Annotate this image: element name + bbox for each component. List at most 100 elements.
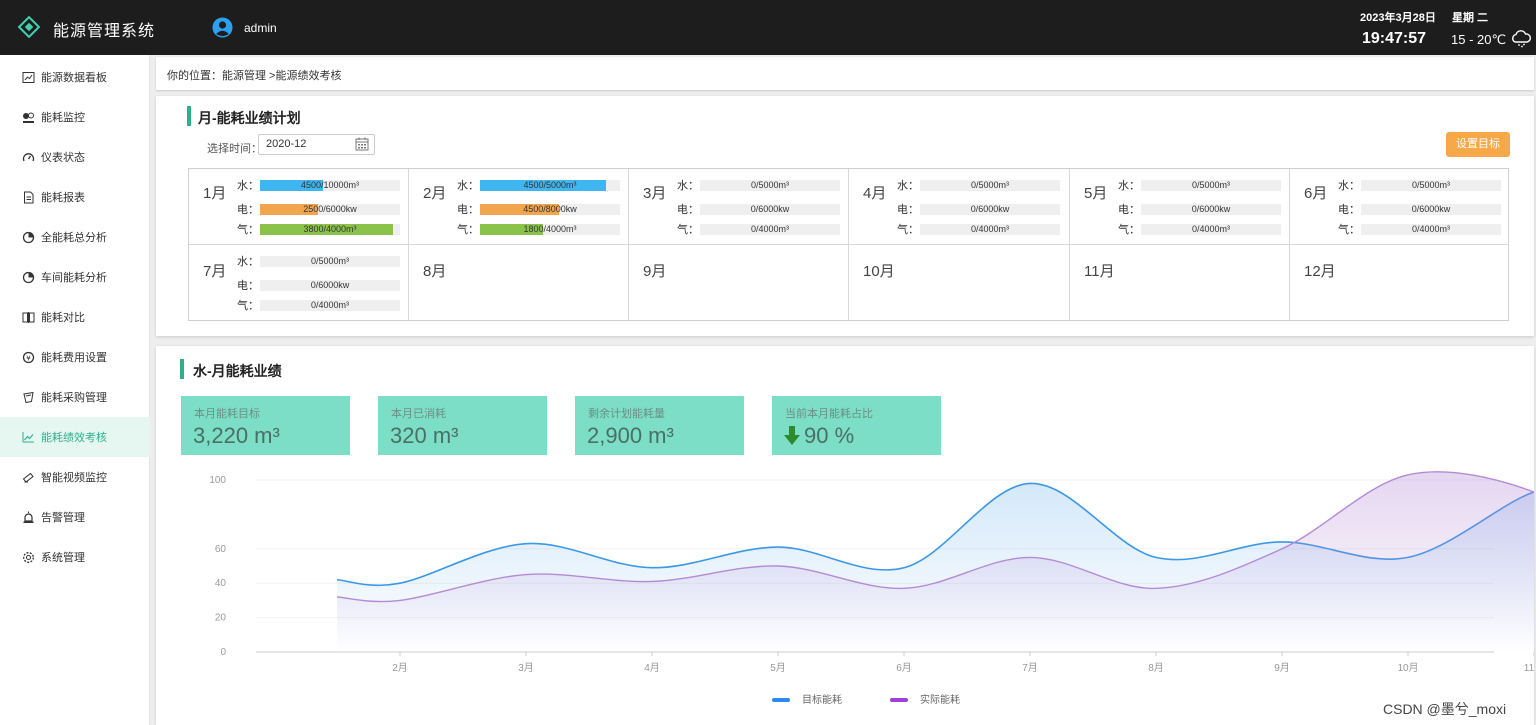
progress-value: 0/4000m³ bbox=[1411, 224, 1451, 234]
sidebar-item-label: 能耗采购管理 bbox=[41, 392, 107, 404]
sidebar-item-3[interactable]: 能耗报表 bbox=[0, 177, 150, 217]
kpi-label: 本月能耗目标 bbox=[194, 408, 260, 420]
progress-value: 0/5000m³ bbox=[970, 180, 1010, 190]
sidebar-item-10[interactable]: 智能视频监控 bbox=[0, 457, 150, 497]
alarm-icon bbox=[23, 511, 34, 523]
progress-value: 0/6000kw bbox=[1411, 204, 1451, 214]
logo-icon bbox=[18, 16, 40, 38]
plan-row-power: 电： 0/6000kw bbox=[237, 280, 403, 292]
gauge-icon bbox=[22, 152, 35, 161]
progress-value: 0/5000m³ bbox=[1411, 180, 1451, 190]
sidebar-item-label: 告警管理 bbox=[41, 512, 85, 524]
month-cell: 7月 水： 0/5000m³ 电： 0/6000kw 气： 0/4000m³ bbox=[189, 245, 409, 320]
progress-bar: 0/5000m³ bbox=[920, 180, 1060, 191]
sidebar-item-5[interactable]: 车间能耗分析 bbox=[0, 257, 150, 297]
purchase-icon bbox=[23, 391, 34, 403]
series-line bbox=[336, 471, 1534, 603]
month-plan-grid: 1月 水： 4500/10000m³ 电： 2500/6000kw 气： 3800/4000… bbox=[188, 168, 1509, 321]
pie-icon bbox=[22, 271, 35, 283]
x-tick-label: 3月 bbox=[518, 662, 534, 674]
series-area bbox=[337, 471, 1534, 652]
plan-key-gas: 气： bbox=[1338, 224, 1360, 236]
monthly-performance-panel: 水-月能耗业绩 本月能耗目标 3,220 m³ 本月已消耗 320 m³ 剩余计划能耗量… bbox=[156, 346, 1534, 725]
month-label: 6月 bbox=[1304, 185, 1328, 202]
month-cell: 5月 水： 0/5000m³ 电： 0/6000kw 气： 0/4000m³ bbox=[1070, 169, 1290, 245]
rain-cloud-icon bbox=[1512, 30, 1531, 48]
progress-bar: 0/4000m³ bbox=[700, 224, 840, 235]
plan-key-gas: 气： bbox=[677, 224, 699, 236]
sidebar-item-7[interactable]: ¥ 能耗费用设置 bbox=[0, 337, 150, 377]
plan-row-gas: 气： 0/4000m³ bbox=[677, 224, 843, 236]
progress-value: 0/4000m³ bbox=[310, 300, 350, 310]
calendar-icon[interactable] bbox=[355, 137, 369, 151]
progress-bar: 0/5000m³ bbox=[1141, 180, 1281, 191]
current-time: 19:47:57 bbox=[1362, 30, 1427, 47]
kpi-card: 本月能耗目标 3,220 m³ bbox=[181, 396, 350, 455]
plan-key-gas: 气： bbox=[1118, 224, 1140, 236]
section-accent-bar bbox=[180, 359, 184, 379]
kpi-label: 当前本月能耗占比 bbox=[785, 408, 873, 420]
sidebar-item-6[interactable]: 能耗对比 bbox=[0, 297, 150, 337]
sidebar-item-12[interactable]: 系统管理 bbox=[0, 537, 150, 577]
current-date: 2023年3月28日 bbox=[1360, 12, 1436, 24]
sidebar: 能源数据看板 能耗监控 仪表状态 能耗报表 全能耗总分析车间能耗分析能耗对比 ¥ 能耗费用设… bbox=[0, 55, 150, 725]
plan-key-water: 水： bbox=[237, 256, 259, 268]
progress-value: 1800/4000m³ bbox=[523, 224, 577, 234]
progress-value: 2500/6000kw bbox=[303, 204, 357, 214]
progress-fill bbox=[260, 204, 319, 215]
progress-bar: 4500/10000m³ bbox=[260, 180, 400, 191]
plan-row-water: 水： 0/5000m³ bbox=[237, 256, 403, 268]
current-weekday: 星期 二 bbox=[1452, 12, 1489, 24]
report-icon bbox=[24, 191, 34, 203]
progress-fill bbox=[260, 224, 393, 235]
username[interactable]: admin bbox=[244, 21, 277, 35]
sidebar-item-2[interactable]: 仪表状态 bbox=[0, 137, 150, 177]
sidebar-item-11[interactable]: 告警管理 bbox=[0, 497, 150, 537]
kpi-value: 320 m³ bbox=[390, 423, 458, 449]
month-cell: 6月 水： 0/5000m³ 电： 0/6000kw 气： 0/4000m³ bbox=[1290, 169, 1509, 245]
month-label: 8月 bbox=[423, 263, 447, 280]
plan-row-water: 水： 0/5000m³ bbox=[897, 180, 1063, 192]
month-picker-input[interactable]: 2020-12 bbox=[258, 134, 375, 155]
kpi-value-text: 90 % bbox=[804, 423, 855, 448]
sidebar-item-0[interactable]: 能源数据看板 bbox=[0, 57, 150, 97]
compare-icon bbox=[22, 311, 35, 323]
set-target-button[interactable]: 设置目标 bbox=[1446, 132, 1510, 157]
month-cell: 11月 bbox=[1070, 245, 1290, 320]
user-avatar-icon[interactable] bbox=[212, 17, 233, 38]
sidebar-item-8[interactable]: 能耗采购管理 bbox=[0, 377, 150, 417]
plan-key-water: 水： bbox=[1338, 180, 1360, 192]
progress-value: 3800/4000m³ bbox=[303, 224, 357, 234]
progress-value: 0/6000kw bbox=[970, 204, 1010, 214]
sidebar-item-9[interactable]: 能耗绩效考核 bbox=[0, 417, 150, 457]
progress-bar: 0/6000kw bbox=[920, 204, 1060, 215]
kpi-value: 2,900 m³ bbox=[587, 423, 674, 449]
breadcrumb: 你的位置：能源管理 >能源绩效考核 bbox=[167, 70, 342, 82]
x-tick-label: 11月 bbox=[1524, 662, 1534, 674]
monitor-icon bbox=[23, 112, 34, 123]
progress-value: 0/5000m³ bbox=[750, 180, 790, 190]
sidebar-item-label: 车间能耗分析 bbox=[41, 272, 107, 284]
sidebar-item-4[interactable]: 全能耗总分析 bbox=[0, 217, 150, 257]
section-accent-bar bbox=[187, 106, 191, 126]
plan-key-power: 电： bbox=[237, 204, 259, 216]
performance-section-title: 水-月能耗业绩 bbox=[193, 363, 282, 379]
progress-value: 0/4000m³ bbox=[1191, 224, 1231, 234]
x-tick-label: 6月 bbox=[896, 662, 912, 674]
plan-row-gas: 气： 0/4000m³ bbox=[1118, 224, 1284, 236]
gear-icon bbox=[23, 551, 34, 563]
progress-bar: 0/4000m³ bbox=[1361, 224, 1501, 235]
progress-fill bbox=[480, 180, 606, 191]
month-cell: 4月 水： 0/5000m³ 电： 0/6000kw 气： 0/4000m³ bbox=[849, 169, 1070, 245]
progress-bar: 2500/6000kw bbox=[260, 204, 400, 215]
arrow-down-icon bbox=[784, 426, 800, 445]
sidebar-item-1[interactable]: 能耗监控 bbox=[0, 97, 150, 137]
progress-value: 4500/10000m³ bbox=[300, 180, 360, 190]
kpi-label: 剩余计划能耗量 bbox=[588, 408, 665, 420]
plan-row-power: 电： 4500/8000kw bbox=[457, 204, 623, 216]
time-select-label: 选择时间： bbox=[207, 143, 262, 155]
plan-key-gas: 气： bbox=[237, 300, 259, 312]
plan-key-power: 电： bbox=[677, 204, 699, 216]
progress-fill bbox=[260, 180, 323, 191]
plan-section-title: 月-能耗业绩计划 bbox=[198, 110, 301, 126]
